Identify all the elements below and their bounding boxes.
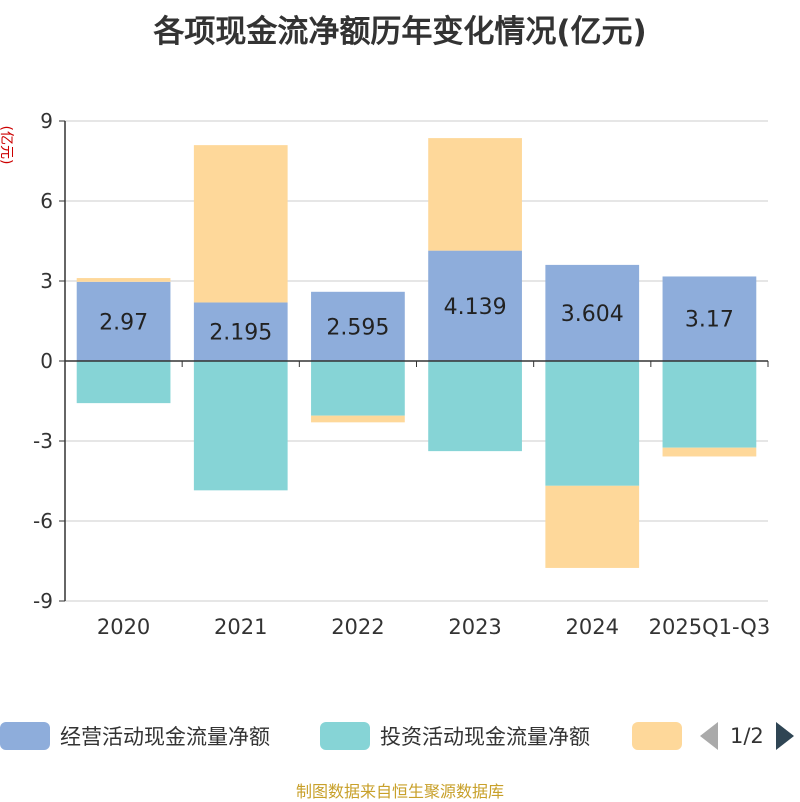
bar-2020-series-2[interactable] xyxy=(76,361,171,404)
x-tick-label: 2022 xyxy=(331,615,384,639)
bar-2024-series-1[interactable] xyxy=(545,264,640,361)
legend-label-operating: 经营活动现金流量净额 xyxy=(60,725,270,749)
y-tick-label: -9 xyxy=(33,589,53,613)
data-label: 4.139 xyxy=(444,295,507,320)
y-axis-title: (亿元) xyxy=(0,126,14,165)
y-tick-label: -6 xyxy=(33,509,53,533)
bar-2020-series-1[interactable] xyxy=(76,281,171,361)
bar-2021-series-3[interactable] xyxy=(193,145,288,303)
bar-2024-series-2[interactable] xyxy=(545,361,640,486)
x-tick-label: 2021 xyxy=(214,615,267,639)
bar-2023-series-3[interactable] xyxy=(428,138,522,251)
legend-swatch-investing xyxy=(320,722,370,750)
legend-pager: 1/2 xyxy=(700,716,794,756)
legend: 经营活动现金流量净额 投资活动现金流量净额 1/2 xyxy=(0,716,800,756)
legend-next-page-icon[interactable] xyxy=(775,722,794,750)
bar-2024-series-3[interactable] xyxy=(545,485,640,568)
y-tick-label: 9 xyxy=(40,109,53,133)
x-tick-label: 2025Q1-Q3 xyxy=(649,615,771,639)
legend-item-financing[interactable] xyxy=(632,716,692,756)
y-tick-label: 6 xyxy=(40,189,53,213)
bar-2021-series-2[interactable] xyxy=(193,361,288,491)
bar-2022-series-3[interactable] xyxy=(311,415,405,423)
data-label: 3.17 xyxy=(685,308,734,333)
legend-page-indicator: 1/2 xyxy=(730,724,764,748)
data-label: 2.595 xyxy=(326,315,389,340)
axes: -9 -6 -3 0 3 6 9 2020 2021 2022 2023 2024 2025Q1-Q3 xyxy=(33,109,770,639)
grid-lines xyxy=(65,120,768,602)
legend-item-investing[interactable]: 投资活动现金流量净额 xyxy=(320,716,590,756)
bar-2025Q1-Q3-series-3[interactable] xyxy=(662,447,757,457)
legend-swatch-financing xyxy=(632,722,682,750)
legend-swatch-operating xyxy=(0,722,50,750)
x-tick-label: 2024 xyxy=(566,615,619,639)
data-label: 3.604 xyxy=(561,302,624,327)
y-tick-label: -3 xyxy=(33,429,53,453)
y-tick-label: 0 xyxy=(40,349,53,373)
bar-2022-series-2[interactable] xyxy=(311,361,405,416)
bar-2020-series-3[interactable] xyxy=(76,278,171,282)
y-tick-label: 3 xyxy=(40,269,53,293)
bar-2025Q1-Q3-series-1[interactable] xyxy=(662,276,757,361)
legend-label-investing: 投资活动现金流量净额 xyxy=(380,725,590,749)
bar-2021-series-1[interactable] xyxy=(193,302,288,361)
bars xyxy=(76,138,757,568)
source-note: 制图数据来自恒生聚源数据库 xyxy=(295,782,504,801)
data-label: 2.195 xyxy=(209,321,272,346)
chart-title: 各项现金流净额历年变化情况(亿元) xyxy=(153,14,647,50)
bar-2023-series-1[interactable] xyxy=(428,250,522,361)
x-tick-label: 2023 xyxy=(448,615,501,639)
legend-prev-page-icon[interactable] xyxy=(700,722,718,750)
legend-item-operating[interactable]: 经营活动现金流量净额 xyxy=(0,716,270,756)
data-label: 2.97 xyxy=(99,310,148,335)
x-tick-label: 2020 xyxy=(97,615,150,639)
bar-2022-series-1[interactable] xyxy=(311,291,405,361)
bar-2023-series-2[interactable] xyxy=(428,361,522,452)
bar-2025Q1-Q3-series-2[interactable] xyxy=(662,361,757,448)
data-labels: 2.97 2.195 2.595 4.139 3.604 3.17 xyxy=(99,295,734,346)
